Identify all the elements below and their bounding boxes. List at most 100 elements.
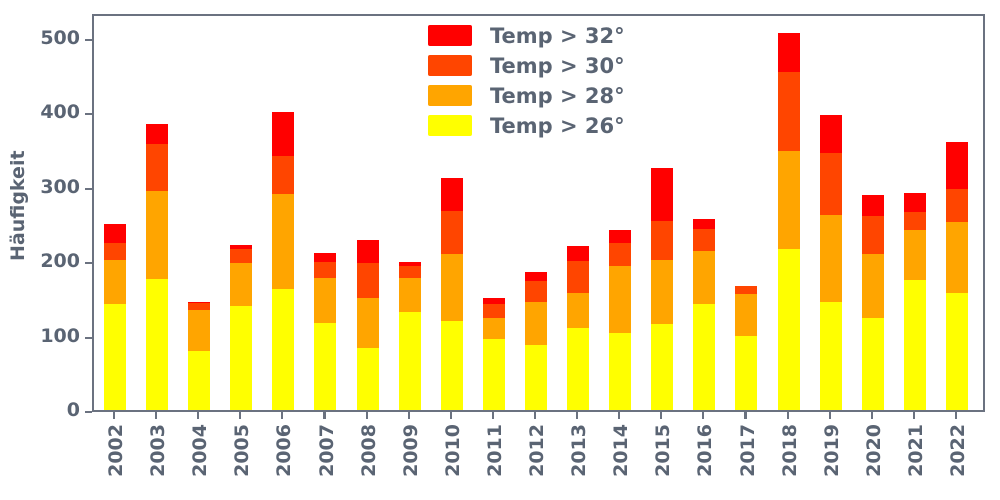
bar-segment[interactable] [524, 280, 547, 303]
bar-segment[interactable] [819, 302, 842, 410]
bar-segment[interactable] [440, 253, 463, 322]
bar-segment[interactable] [482, 317, 505, 340]
bar-column[interactable] [103, 224, 126, 410]
bar-segment[interactable] [861, 317, 884, 410]
bar-segment[interactable] [651, 168, 674, 222]
bar-column[interactable] [945, 142, 968, 410]
legend-item[interactable]: Temp > 30° [428, 52, 625, 79]
bar-segment[interactable] [567, 246, 589, 262]
bar-segment[interactable] [146, 191, 168, 280]
bar-segment[interactable] [861, 253, 884, 318]
bar-segment[interactable] [945, 293, 968, 410]
legend-item[interactable]: Temp > 26° [428, 112, 625, 139]
bar-segment[interactable] [777, 32, 800, 72]
bar-segment[interactable] [735, 285, 758, 294]
bar-segment[interactable] [945, 142, 968, 190]
bar-segment[interactable] [398, 265, 421, 279]
bar-segment[interactable] [777, 151, 800, 250]
bar-segment[interactable] [398, 278, 421, 312]
bar-segment[interactable] [819, 215, 842, 303]
bar-segment[interactable] [735, 293, 758, 336]
bar-segment[interactable] [230, 244, 253, 250]
bar-column[interactable] [146, 124, 168, 410]
bar-segment[interactable] [735, 335, 758, 410]
bar-column[interactable] [903, 192, 926, 410]
bar-segment[interactable] [188, 302, 211, 303]
bar-segment[interactable] [524, 302, 547, 345]
bar-column[interactable] [567, 246, 589, 410]
bar-segment[interactable] [819, 114, 842, 154]
bar-segment[interactable] [230, 305, 253, 410]
bar-segment[interactable] [314, 277, 337, 323]
bar-segment[interactable] [440, 321, 463, 410]
bar-segment[interactable] [356, 348, 379, 410]
bar-segment[interactable] [693, 218, 716, 230]
bar-segment[interactable] [103, 304, 126, 410]
bar-segment[interactable] [272, 289, 295, 410]
bar-segment[interactable] [651, 259, 674, 324]
bar-segment[interactable] [567, 328, 589, 410]
bar-column[interactable] [777, 32, 800, 410]
bar-segment[interactable] [398, 311, 421, 410]
bar-segment[interactable] [272, 112, 295, 156]
bar-segment[interactable] [945, 189, 968, 222]
bar-segment[interactable] [777, 249, 800, 410]
bar-segment[interactable] [440, 211, 463, 254]
bar-column[interactable] [398, 261, 421, 410]
bar-segment[interactable] [103, 243, 126, 261]
bar-segment[interactable] [230, 249, 253, 263]
bar-segment[interactable] [609, 242, 632, 267]
bar-column[interactable] [819, 114, 842, 410]
bar-segment[interactable] [188, 309, 211, 352]
bar-segment[interactable] [524, 272, 547, 281]
bar-segment[interactable] [146, 279, 168, 410]
bar-segment[interactable] [693, 250, 716, 305]
bar-segment[interactable] [356, 262, 379, 298]
bar-segment[interactable] [651, 221, 674, 260]
bar-segment[interactable] [230, 262, 253, 306]
bar-column[interactable] [356, 240, 379, 410]
bar-segment[interactable] [693, 229, 716, 251]
bar-segment[interactable] [609, 229, 632, 243]
bar-segment[interactable] [945, 221, 968, 294]
bar-column[interactable] [861, 195, 884, 410]
bar-segment[interactable] [482, 298, 505, 305]
bar-segment[interactable] [272, 194, 295, 290]
bar-segment[interactable] [777, 71, 800, 152]
bar-column[interactable] [482, 298, 505, 410]
bar-column[interactable] [314, 253, 337, 410]
bar-column[interactable] [272, 112, 295, 410]
bar-segment[interactable] [440, 177, 463, 212]
bar-segment[interactable] [903, 279, 926, 410]
bar-segment[interactable] [903, 192, 926, 213]
bar-segment[interactable] [567, 261, 589, 294]
bar-segment[interactable] [861, 215, 884, 254]
legend-item[interactable]: Temp > 32° [428, 22, 625, 49]
bar-segment[interactable] [398, 261, 421, 266]
bar-segment[interactable] [819, 153, 842, 216]
bar-segment[interactable] [356, 297, 379, 349]
legend-item[interactable]: Temp > 28° [428, 82, 625, 109]
bar-column[interactable] [524, 272, 547, 410]
bar-segment[interactable] [567, 293, 589, 329]
bar-segment[interactable] [903, 212, 926, 230]
bar-segment[interactable] [482, 304, 505, 318]
bar-segment[interactable] [188, 351, 211, 410]
bar-segment[interactable] [861, 195, 884, 216]
bar-segment[interactable] [103, 260, 126, 305]
bar-segment[interactable] [272, 155, 295, 195]
bar-segment[interactable] [651, 323, 674, 410]
bar-column[interactable] [440, 177, 463, 410]
bar-segment[interactable] [903, 229, 926, 280]
bar-segment[interactable] [482, 339, 505, 410]
bar-segment[interactable] [609, 266, 632, 334]
bar-segment[interactable] [314, 322, 337, 410]
bar-segment[interactable] [524, 344, 547, 410]
bar-column[interactable] [735, 285, 758, 410]
bar-column[interactable] [609, 229, 632, 410]
bar-column[interactable] [651, 168, 674, 410]
bar-segment[interactable] [188, 302, 211, 310]
bar-segment[interactable] [103, 224, 126, 244]
bar-segment[interactable] [146, 124, 168, 145]
bar-segment[interactable] [314, 253, 337, 262]
